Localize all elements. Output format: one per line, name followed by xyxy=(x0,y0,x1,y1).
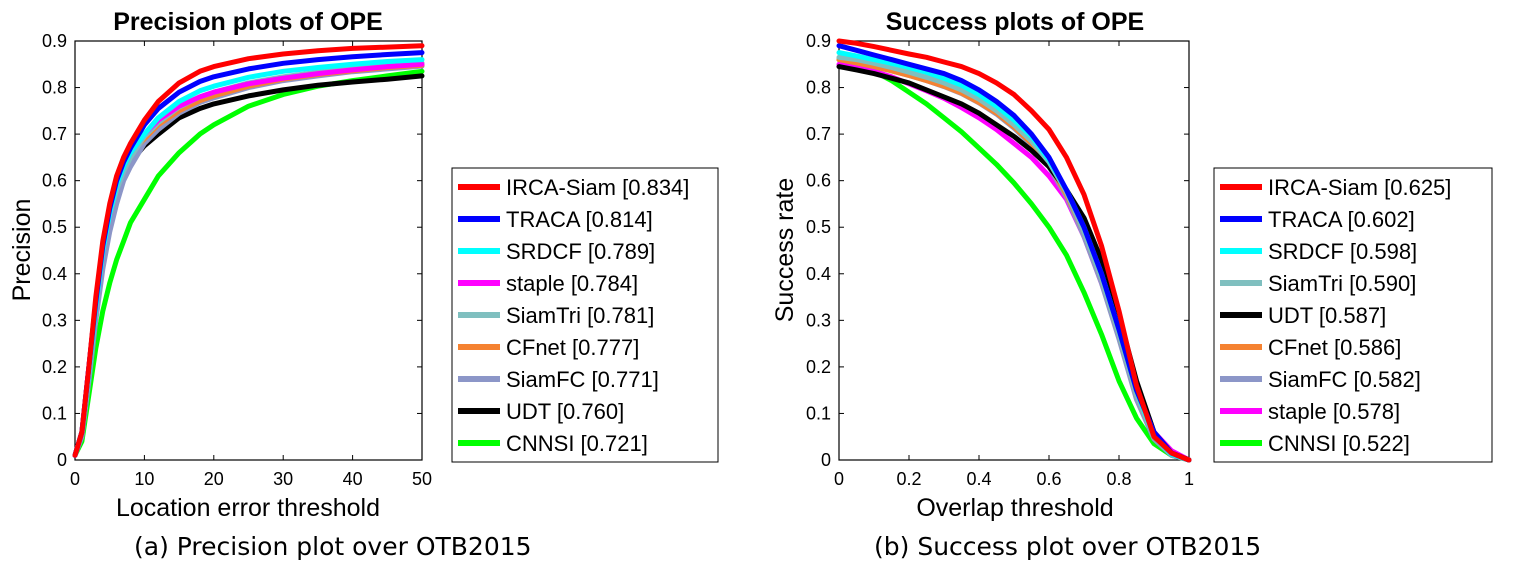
y-tick-label: 0.4 xyxy=(42,264,67,284)
y-tick-label: 0 xyxy=(57,450,67,470)
y-tick-label: 0.6 xyxy=(806,171,831,191)
legend-entry: TRACA [0.814] xyxy=(506,207,653,232)
legend-entry: SiamFC [0.771] xyxy=(506,367,659,392)
x-tick-label: 20 xyxy=(204,469,224,489)
legend: IRCA-Siam [0.834] TRACA [0.814] SRDCF [0.7… xyxy=(451,167,719,463)
x-tick-label: 0.6 xyxy=(1036,469,1061,489)
plot-area xyxy=(74,40,423,461)
series-line xyxy=(72,68,425,458)
legend: IRCA-Siam [0.625] TRACA [0.602] SRDCF [0.5… xyxy=(1213,167,1493,463)
legend-entry: CFnet [0.777] xyxy=(506,335,639,360)
y-tick-label: 0.4 xyxy=(806,264,831,284)
legend-entry: SiamFC [0.582] xyxy=(1268,367,1421,392)
legend-entry: SRDCF [0.598] xyxy=(1268,239,1417,264)
legend-entry: CNNSI [0.721] xyxy=(506,431,648,456)
legend-entry: SRDCF [0.789] xyxy=(506,239,655,264)
x-tick-label: 0.4 xyxy=(966,469,991,489)
chart-title: Success plots of OPE xyxy=(886,8,1144,36)
series-line xyxy=(72,62,425,458)
x-tick-label: 0 xyxy=(834,469,844,489)
x-tick-label: 1 xyxy=(1184,469,1194,489)
series-line xyxy=(72,50,425,458)
y-tick-label: 0.8 xyxy=(806,78,831,98)
series-line xyxy=(72,73,425,458)
series-lines xyxy=(72,43,425,458)
y-tick-label: 0.1 xyxy=(42,403,67,423)
x-tick-label: 0.2 xyxy=(896,469,921,489)
legend-entry: IRCA-Siam [0.625] xyxy=(1268,175,1451,200)
series-line xyxy=(72,60,425,458)
y-tick-label: 0.6 xyxy=(42,171,67,191)
series-line xyxy=(72,61,425,458)
y-tick-label: 0.3 xyxy=(42,310,67,330)
caption-success-plot: (b) Success plot over OTB2015 xyxy=(874,532,1262,561)
chart-title: Precision plots of OPE xyxy=(113,8,383,36)
legend-entry: TRACA [0.602] xyxy=(1268,207,1415,232)
y-tick-label: 0.7 xyxy=(806,124,831,144)
legend-entry: CFnet [0.586] xyxy=(1268,335,1401,360)
legend-entry: UDT [0.760] xyxy=(506,399,624,424)
caption-precision-plot: (a) Precision plot over OTB2015 xyxy=(134,532,532,561)
x-tick-label: 10 xyxy=(134,469,154,489)
legend-entry: staple [0.784] xyxy=(506,271,638,296)
y-axis-label: Precision xyxy=(8,199,36,302)
x-tick-label: 0.8 xyxy=(1106,469,1131,489)
y-tick-label: 0.3 xyxy=(806,310,831,330)
x-axis-label: Location error threshold xyxy=(116,494,380,522)
y-tick-label: 0.5 xyxy=(806,217,831,237)
y-tick-label: 0.9 xyxy=(42,31,67,51)
series-line xyxy=(836,57,1192,463)
series-line xyxy=(72,43,425,458)
chart-panel-1: Precision plots of OPE 0 10 20 30 40 50 0 0.1 0.2… xyxy=(8,8,719,522)
x-tick-label: 50 xyxy=(412,469,432,489)
legend-entry: staple [0.578] xyxy=(1268,399,1400,424)
y-tick-label: 0.7 xyxy=(42,124,67,144)
x-axis-label: Overlap threshold xyxy=(916,494,1113,522)
y-tick-label: 0.2 xyxy=(42,357,67,377)
y-tick-label: 0 xyxy=(821,450,831,470)
series-line xyxy=(72,57,425,458)
legend-entry: SiamTri [0.590] xyxy=(1268,271,1416,296)
chart-panel-2: Success plots of OPE 0 0.2 0.4 0.6 0.8 1 0 0.1 0.… xyxy=(771,8,1493,522)
series-line xyxy=(836,38,1192,463)
legend-entry: IRCA-Siam [0.834] xyxy=(506,175,689,200)
plot-area xyxy=(838,40,1190,461)
legend-entry: SiamTri [0.781] xyxy=(506,303,654,328)
legend-entry: UDT [0.587] xyxy=(1268,303,1386,328)
y-axis-label: Success rate xyxy=(771,178,799,323)
y-tick-label: 0.1 xyxy=(806,403,831,423)
legend-entry: CNNSI [0.522] xyxy=(1268,431,1410,456)
series-line xyxy=(72,63,425,458)
y-tick-label: 0.9 xyxy=(806,31,831,51)
y-tick-label: 0.8 xyxy=(42,78,67,98)
x-tick-label: 30 xyxy=(273,469,293,489)
series-lines xyxy=(836,38,1192,463)
x-tick-label: 40 xyxy=(343,469,363,489)
y-tick-label: 0.5 xyxy=(42,217,67,237)
y-tick-label: 0.2 xyxy=(806,357,831,377)
x-tick-label: 0 xyxy=(70,469,80,489)
